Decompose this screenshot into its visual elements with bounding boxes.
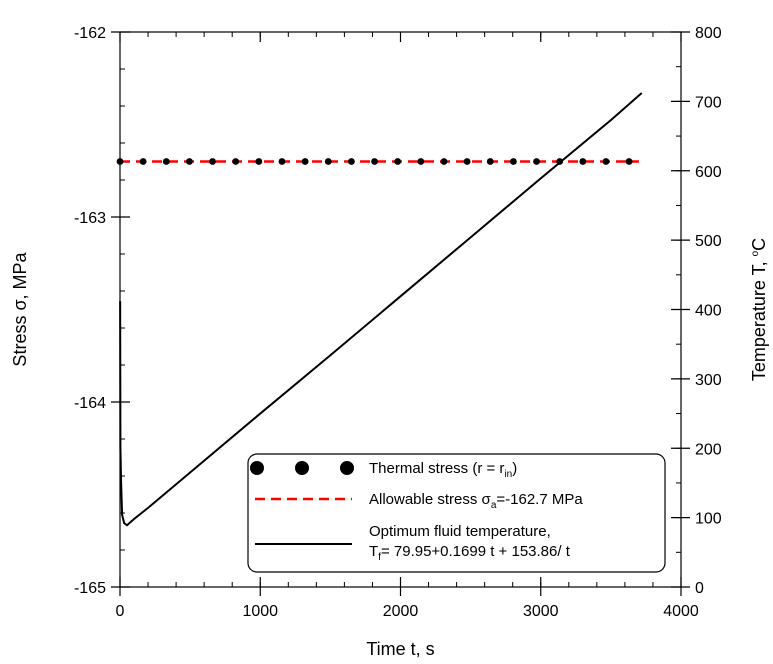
right-tick-label: 300 — [695, 372, 722, 389]
x-tick-label: 3000 — [523, 603, 559, 620]
thermal-stress-point — [348, 158, 355, 165]
thermal-stress-point — [255, 158, 263, 165]
thermal-stress-point — [232, 158, 240, 165]
thermal-stress-point — [301, 158, 309, 165]
thermal-stress-point — [556, 158, 564, 165]
thermal-stress-point — [116, 158, 124, 165]
x-axis-title: Time t, s — [366, 639, 434, 659]
thermal-stress-point — [162, 158, 170, 165]
right-tick-label: 600 — [695, 164, 722, 181]
thermal-stress-point — [602, 158, 610, 165]
thermal-stress-point — [417, 158, 425, 165]
thermal-stress-point — [324, 158, 332, 165]
thermal-stress-point — [440, 158, 448, 165]
right-tick-label: 200 — [695, 441, 722, 458]
right-tick-label: 100 — [695, 511, 722, 528]
right-tick-labels: 0 100 200 300 400 500 600 700 800 — [695, 25, 722, 597]
legend-label-allowable-stress: Allowable stress σa=-162.7 MPa — [369, 491, 583, 511]
x-tick-label: 0 — [116, 603, 125, 620]
left-tick-label: -162 — [74, 25, 106, 42]
thermal-stress-point — [186, 158, 193, 165]
legend-box — [247, 453, 666, 573]
right-tick-label: 700 — [695, 94, 722, 111]
left-tick-label: -165 — [74, 580, 106, 597]
left-axis-title: Stress σ, MPa — [10, 251, 30, 366]
thermal-stress-point — [394, 158, 402, 165]
left-tick-label: -164 — [74, 395, 106, 412]
thermal-stress-point — [486, 158, 494, 165]
left-tick-label: -163 — [74, 210, 106, 227]
thermal-stress-point — [579, 158, 587, 165]
x-tick-labels: 0 1000 2000 3000 4000 — [116, 603, 699, 620]
right-axis-title: Temperature T, oC — [749, 238, 769, 381]
thermal-stress-point — [510, 158, 517, 165]
thermal-stress-point — [371, 158, 378, 165]
left-tick-labels: -165 -164 -163 -162 — [74, 25, 106, 597]
thermal-stress-point — [533, 158, 540, 165]
legend-label-thermal-stress: Thermal stress (r = rin) — [369, 460, 517, 480]
legend-label-fluid-temperature-line1: Optimum fluid temperature, — [369, 523, 551, 540]
thermal-stress-point — [463, 158, 471, 165]
thermal-stress-point — [625, 158, 633, 165]
legend: Thermal stress (r = rin) Allowable stres… — [247, 453, 666, 573]
right-tick-label: 800 — [695, 25, 722, 42]
x-tick-label: 4000 — [663, 603, 699, 620]
x-tick-label: 1000 — [242, 603, 278, 620]
x-tick-label: 2000 — [383, 603, 419, 620]
legend-marker — [295, 461, 309, 475]
legend-label-fluid-temperature-line2: Tf= 79.95+0.1699 t + 153.86/ t — [369, 543, 571, 563]
fluid-temperature-line — [119, 92, 643, 527]
legend-marker — [250, 461, 264, 475]
series-layer — [116, 92, 643, 527]
legend-marker — [340, 461, 354, 475]
thermal-stress-point — [139, 158, 147, 165]
right-tick-label: 400 — [695, 303, 722, 320]
right-tick-label: 500 — [695, 233, 722, 250]
right-tick-label: 0 — [695, 580, 704, 597]
thermal-stress-point — [278, 158, 286, 165]
thermal-stress-point — [209, 158, 216, 165]
